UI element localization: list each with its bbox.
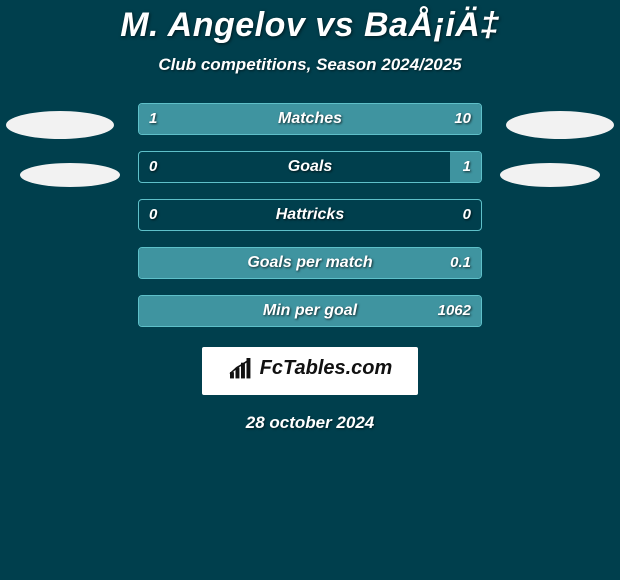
stat-bars: 1Matches100Goals10Hattricks0Goals per ma… — [138, 103, 482, 327]
placeholder-oval-icon — [506, 111, 614, 139]
stat-label: Goals — [139, 152, 481, 182]
placeholder-oval-icon — [6, 111, 114, 139]
stat-value-right: 0 — [463, 200, 471, 230]
placeholder-oval-icon — [500, 163, 600, 187]
stat-label: Hattricks — [139, 200, 481, 230]
stat-value-left: 0 — [149, 152, 157, 182]
stat-row: Min per goal1062 — [138, 295, 482, 327]
stat-row: 0Goals1 — [138, 151, 482, 183]
stat-fill-left — [139, 104, 197, 134]
stat-row: 1Matches10 — [138, 103, 482, 135]
stat-fill-right — [197, 104, 481, 134]
left-player-badge-area — [0, 103, 120, 303]
stat-fill-right — [450, 152, 481, 182]
brand-box[interactable]: FcTables.com — [202, 347, 419, 395]
bar-chart-icon — [228, 358, 254, 380]
brand-logo: FcTables.com — [228, 357, 393, 380]
stat-fill-right — [139, 296, 481, 326]
stats-area: 1Matches100Goals10Hattricks0Goals per ma… — [0, 103, 620, 433]
page-title: M. Angelov vs BaÅ¡iÄ‡ — [0, 6, 620, 45]
comparison-card: M. Angelov vs BaÅ¡iÄ‡ Club competitions,… — [0, 6, 620, 433]
placeholder-oval-icon — [20, 163, 120, 187]
brand-text: FcTables.com — [260, 357, 393, 380]
stat-value-left: 0 — [149, 200, 157, 230]
stat-row: Goals per match0.1 — [138, 247, 482, 279]
snapshot-date: 28 october 2024 — [0, 413, 620, 433]
stat-row: 0Hattricks0 — [138, 199, 482, 231]
page-subtitle: Club competitions, Season 2024/2025 — [0, 55, 620, 75]
right-player-badge-area — [500, 103, 620, 303]
stat-fill-right — [139, 248, 481, 278]
